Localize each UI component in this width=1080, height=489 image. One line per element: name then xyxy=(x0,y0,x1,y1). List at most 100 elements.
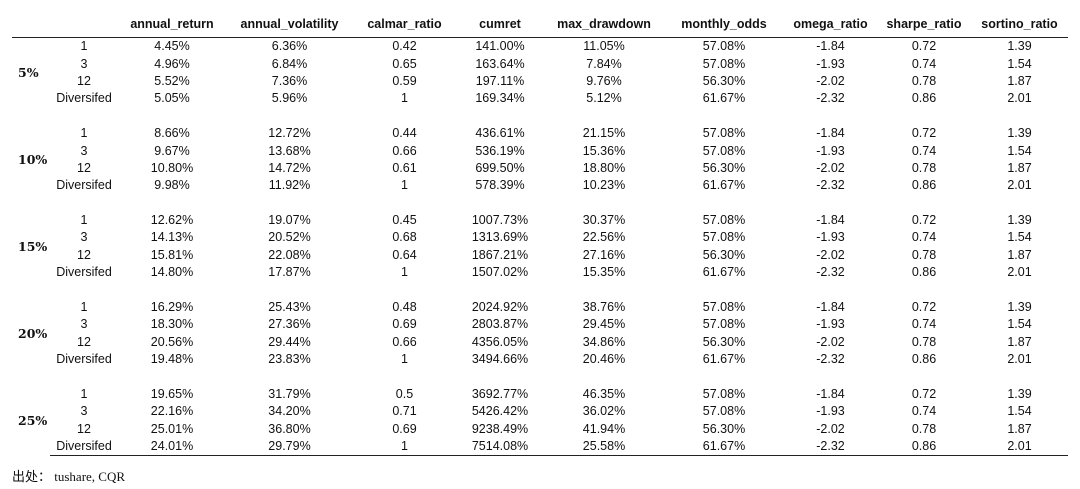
value-cell: 20.46% xyxy=(582,352,626,367)
period-cell: 1 xyxy=(80,126,88,141)
value-cell: 36.02% xyxy=(582,404,626,419)
table-row: 3 9.67% 13.68% 0.66 536.19% 15.36% 57.08% -1.93… xyxy=(12,142,1068,159)
value-cell: 1.87 xyxy=(1007,334,1032,349)
value-cell: 15.81% xyxy=(150,247,194,262)
value-cell: 27.16% xyxy=(582,247,626,262)
value-cell: 18.30% xyxy=(150,317,194,332)
value-cell: 41.94% xyxy=(582,421,626,436)
value-cell: 57.08% xyxy=(702,387,746,401)
value-cell: 169.34% xyxy=(475,91,525,106)
column-header: omega_ratio xyxy=(784,11,877,38)
value-cell: 61.67% xyxy=(702,178,746,193)
value-cell: 10.23% xyxy=(582,178,626,193)
value-cell: 57.08% xyxy=(702,56,746,71)
value-cell: 57.08% xyxy=(702,300,746,315)
value-cell: 18.80% xyxy=(582,160,626,175)
column-header: cumret xyxy=(456,11,544,38)
value-cell: 436.61% xyxy=(475,126,525,141)
corner-cell xyxy=(12,11,50,38)
value-cell: 163.64% xyxy=(475,56,525,71)
group-spacer xyxy=(12,108,1068,125)
group-label: 10% xyxy=(18,152,48,168)
value-cell: 9.98% xyxy=(154,178,190,193)
value-cell: 7.36% xyxy=(271,73,308,88)
value-cell: -2.02 xyxy=(816,160,845,175)
value-cell: 0.69 xyxy=(392,317,417,332)
value-cell: 0.78 xyxy=(911,73,937,88)
period-cell: 1 xyxy=(80,387,88,401)
value-cell: 1.87 xyxy=(1007,160,1032,175)
group-label: 5% xyxy=(18,65,39,81)
value-cell: 2803.87% xyxy=(471,317,529,332)
period-cell: 12 xyxy=(77,247,91,262)
period-cell: Diversifed xyxy=(56,352,112,367)
value-cell: -2.02 xyxy=(816,73,845,88)
period-cell: Diversifed xyxy=(56,91,112,106)
table-row: 12 20.56% 29.44% 0.66 4356.05% 34.86% 56.30% -2… xyxy=(12,334,1068,351)
value-cell: 6.36% xyxy=(271,39,308,54)
value-cell: 0.86 xyxy=(911,352,937,367)
value-cell: 30.37% xyxy=(582,213,626,228)
value-cell: 7.84% xyxy=(586,56,622,71)
value-cell: 61.67% xyxy=(702,91,746,106)
value-cell: 6.84% xyxy=(271,56,308,71)
value-cell: 1.39 xyxy=(1007,39,1032,54)
value-cell: 1 xyxy=(401,265,408,280)
table-row: 5% 1 4.45% 6.36% 0.42 141.00% 11.05% 57.08% -1.8… xyxy=(12,38,1068,80)
value-cell: 22.08% xyxy=(268,247,311,262)
value-cell: 14.13% xyxy=(150,230,194,245)
value-cell: 1 xyxy=(401,91,408,106)
value-cell: 56.30% xyxy=(702,247,746,262)
value-cell: 1.87 xyxy=(1007,247,1032,262)
value-cell: 5.12% xyxy=(586,91,622,106)
value-cell: 14.72% xyxy=(268,160,311,175)
value-cell: 2.01 xyxy=(1007,265,1032,280)
table-row: Diversifed 14.80% 17.87% 1 1507.02% 15.35% 61.… xyxy=(12,264,1068,281)
column-header: monthly_odds xyxy=(664,11,784,38)
value-cell: 0.74 xyxy=(911,143,937,158)
value-cell: 46.35% xyxy=(582,387,626,401)
group-label: 15% xyxy=(18,239,48,255)
value-cell: 7514.08% xyxy=(456,437,544,457)
value-cell: 19.07% xyxy=(268,213,311,228)
value-cell: 1.39 xyxy=(1007,126,1032,141)
value-cell: 25.01% xyxy=(150,421,194,436)
value-cell: 0.66 xyxy=(392,143,417,158)
value-cell: 3692.77% xyxy=(471,387,529,401)
value-cell: 0.48 xyxy=(392,300,417,315)
value-cell: 34.20% xyxy=(268,404,311,419)
value-cell: 1.87 xyxy=(1007,421,1032,436)
value-cell: 1 xyxy=(401,352,408,367)
table-row: Diversifed 5.05% 5.96% 1 169.34% 5.12% 61.67% -… xyxy=(12,90,1068,107)
value-cell: 5.52% xyxy=(154,73,190,88)
value-cell: 29.79% xyxy=(226,437,353,457)
value-cell: 61.67% xyxy=(664,437,784,457)
value-cell: 14.80% xyxy=(150,265,194,280)
value-cell: -2.32 xyxy=(816,178,845,193)
table-row: 3 22.16% 34.20% 0.71 5426.42% 36.02% 57.08% -1.… xyxy=(12,403,1068,420)
value-cell: 0.69 xyxy=(392,421,417,436)
table-row: 3 14.13% 20.52% 0.68 1313.69% 22.56% 57.08% -1.… xyxy=(12,229,1068,246)
value-cell: 24.01% xyxy=(118,437,226,457)
value-cell: 17.87% xyxy=(268,265,311,280)
value-cell: 20.52% xyxy=(268,230,311,245)
table-row: 12 25.01% 36.80% 0.69 9238.49% 41.94% 56.30% -2… xyxy=(12,421,1068,438)
value-cell: 19.65% xyxy=(150,387,194,401)
value-cell: 0.61 xyxy=(392,160,417,175)
group-spacer xyxy=(12,281,1068,298)
value-cell: 3494.66% xyxy=(471,352,529,367)
value-cell: 1.54 xyxy=(1007,143,1032,158)
value-cell: 12.72% xyxy=(268,126,311,141)
value-cell: 2.01 xyxy=(1007,352,1032,367)
value-cell: 29.45% xyxy=(582,317,626,332)
value-cell: 1507.02% xyxy=(471,265,529,280)
value-cell: 57.08% xyxy=(702,126,746,141)
value-cell: 0.71 xyxy=(392,404,417,419)
value-cell: 0.59 xyxy=(392,73,417,88)
value-cell: -1.84 xyxy=(816,39,845,54)
value-cell: 1007.73% xyxy=(471,213,529,228)
value-cell: 21.15% xyxy=(582,126,626,141)
value-cell: 1.39 xyxy=(1007,213,1032,228)
value-cell: 1.54 xyxy=(1007,230,1032,245)
value-cell: 1313.69% xyxy=(471,230,529,245)
